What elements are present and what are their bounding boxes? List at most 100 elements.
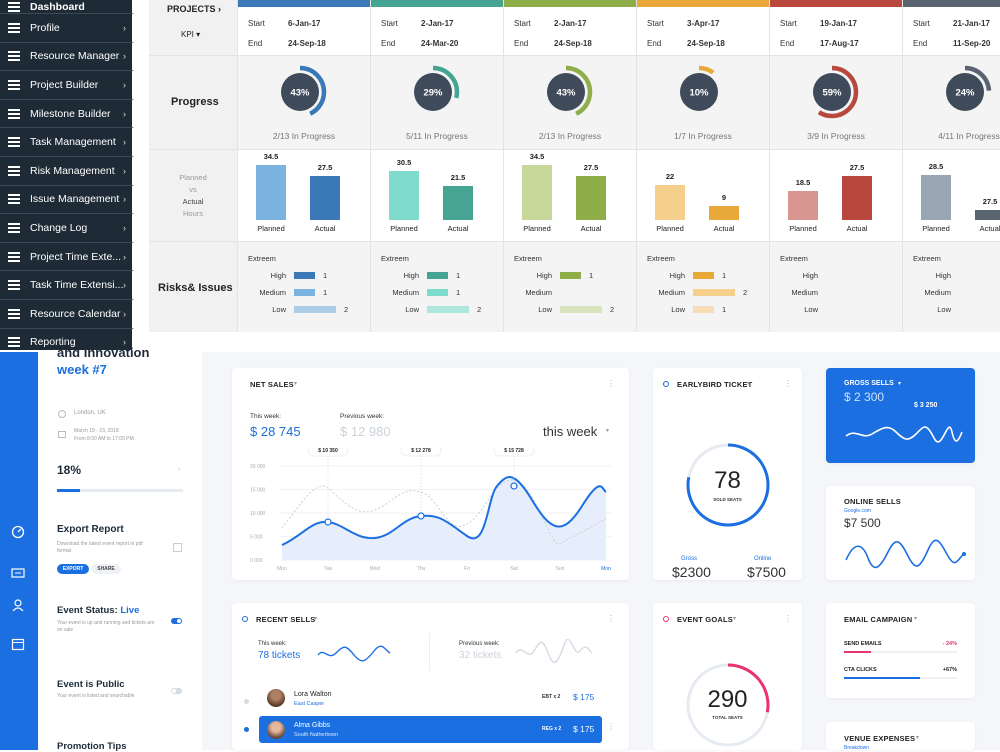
event-date: March 19 - 23, 2018 [74,428,119,434]
chevron-down-icon[interactable]: ▾ [733,616,737,622]
more-icon[interactable]: ⋮ [607,614,615,623]
chevron-right-icon[interactable]: › [178,466,181,473]
more-icon[interactable]: ⋮ [784,614,792,623]
progress-percent: 59% [822,88,842,99]
risk-level: Medium [392,288,419,297]
data-point[interactable] [510,482,518,490]
download-icon[interactable] [173,543,182,552]
chevron-down-icon[interactable]: ▾ [747,381,751,387]
period-select[interactable]: this week [543,424,598,439]
sidebar-item[interactable]: Risk Management › [0,156,134,186]
pva-label-planned: Planned [179,173,207,182]
end-date: 11-Sep-20 [953,38,991,48]
sidebar-item[interactable]: Dashboard [0,0,134,14]
more-icon[interactable]: ⋮ [607,722,615,731]
online-value: $7500 [747,564,786,580]
ticket-icon[interactable] [11,567,25,579]
pva-label-vs: vs [189,185,197,194]
progress-ring: 29% [406,65,460,119]
start-date: 3-Apr-17 [687,18,720,28]
sidebar-item[interactable]: Profile › [0,14,134,43]
project-column: Start 2-Jan-17 End 24-Mar-20 29% 5/11 In P… [370,0,503,332]
sidebar-item[interactable]: Reporting › [0,328,134,350]
start-label: Start [913,18,930,28]
public-desc: Your event is listed and searchable [57,693,135,699]
kpi-dropdown[interactable]: KPI ▾ [181,30,201,39]
venue-expenses-sub: Breakdown [844,745,870,751]
sidebar-item[interactable]: Resource Manager › [0,42,134,72]
tooltip-value: $ 12 278 [411,448,431,454]
earlybird-ring [686,443,770,527]
start-label: Start [381,18,398,28]
online-label: Online [754,556,772,562]
icon-rail [0,352,38,750]
more-icon[interactable]: ⋮ [607,379,615,388]
sidebar-item[interactable]: Task Management › [0,128,134,157]
sidebar-item[interactable]: Resource Calendar › [0,299,134,329]
public-title: Event is Public [57,679,125,690]
share-button[interactable]: SHARE [91,564,121,574]
planned-vs-actual: 34.5 Planned 27.5 Actual [504,149,636,241]
venue-expenses-card: VENUE EXPENSES ▾ Breakdown [826,722,975,751]
row-dot [244,699,249,704]
sidebar-item[interactable]: Task Time Extensi... › [0,271,134,300]
public-toggle[interactable] [171,688,182,694]
calendar-icon[interactable] [11,637,25,651]
export-desc: Download the latest event report in pdf … [57,541,143,554]
risk-count: 2 [344,305,349,314]
sidebar-item[interactable]: Milestone Builder › [0,99,134,129]
avatar [267,689,285,707]
chevron-icon: › [123,137,126,148]
chevron-down-icon[interactable]: ▾ [294,381,298,387]
data-point[interactable] [324,518,332,526]
sidebar-item-label: Task Time Extensi... [30,279,124,292]
progress-status: 1/7 In Progress [674,131,732,141]
user-icon[interactable] [11,598,25,612]
status-toggle[interactable] [171,618,182,624]
project-color-bar [637,0,769,7]
goals-value: 290 [707,686,748,713]
projects-link[interactable]: PROJECTS › [167,4,222,14]
list-icon [8,108,20,119]
avatar [267,721,285,739]
sidebar-item[interactable]: Change Log › [0,214,134,243]
risk-row: Extreem [913,254,1000,263]
chevron-down-icon[interactable]: ▾ [916,735,920,741]
sidebar-item-label: Resource Calendar [30,307,121,320]
risk-row: Low 2 [381,305,501,314]
planned-vs-actual: 30.5 Planned 21.5 Actual [371,149,503,241]
earlybird-title: EARLYBIRD TICKET [677,380,753,389]
sidebar-item[interactable]: Project Time Exte... › [0,242,134,272]
planned-bar-value: 30.5 [396,158,412,168]
chevron-down-icon[interactable]: ▾ [914,616,918,622]
event-goals-card: EVENT GOALS ▾ ⋮ 290 TOTAL SEATS [653,603,802,750]
project-color-bar [504,0,636,7]
chevron-icon: › [123,337,126,348]
chevron-down-icon[interactable]: ▾ [898,381,902,387]
earlybird-card: EARLYBIRD TICKET ▾ ⋮ 78 SOLD SEATS Gross… [653,368,802,580]
sidebar-item[interactable]: Project Builder › [0,71,134,100]
more-icon[interactable]: ⋮ [784,379,792,388]
risk-bar [693,289,735,296]
kpi-dashboard: PROJECTS › KPI ▾ Progress Planned vs Act… [0,0,1000,350]
data-point[interactable] [417,512,425,520]
risks-issues: Extreem High 1 Medium 2 Low 1 [637,241,769,332]
cta-clicks-value: +67% [942,667,957,673]
gross-value: $2300 [672,564,711,580]
risk-row: Extreem [514,254,634,263]
sidebar-item[interactable]: Issue Management › [0,185,134,215]
email-campaign-card: EMAIL CAMPAIGN ▾ SEND EMAILS - 24% CTA C… [826,603,975,698]
chevron-down-icon[interactable]: ▾ [606,428,610,434]
start-label: Start [248,18,265,28]
risk-level: Medium [525,288,552,297]
event-sidebar: and Innovation week #7 London, UK March … [38,345,202,752]
chevron-icon: › [123,280,126,291]
start-date: 21-Jan-17 [953,18,990,28]
export-button[interactable]: EXPORT [57,564,89,574]
planned-vs-actual: 34.5 Planned 27.5 Actual [238,149,370,241]
ticket-price: $ 175 [573,724,595,734]
gauge-icon[interactable] [11,525,25,539]
chevron-down-icon[interactable]: ▾ [314,616,318,622]
table-row-selected[interactable]: Alma Gibbs South Nathertown REG x 2 $ 17… [259,716,602,743]
gross-sells-title: GROSS SELLS [844,380,894,387]
